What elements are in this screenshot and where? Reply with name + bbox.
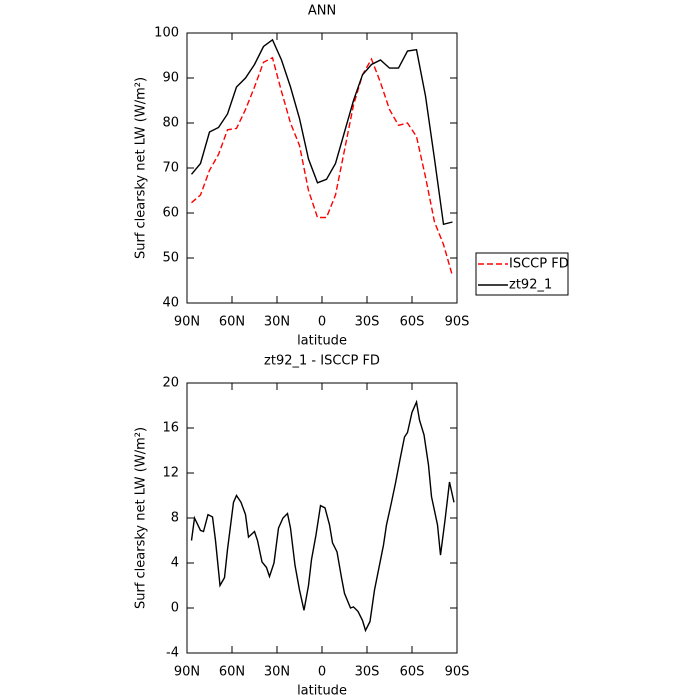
y-tick-label: 90 (162, 71, 179, 86)
chart-title: ANN (308, 4, 336, 19)
y-tick-label: 100 (154, 26, 179, 41)
x-tick-label: 60N (219, 315, 245, 330)
y-tick-label: 50 (162, 251, 179, 266)
x-tick-label: 30N (264, 315, 290, 330)
legend-label: zt92_1 (509, 278, 552, 293)
x-tick-label: 30S (355, 315, 380, 330)
x-tick-label: 30N (264, 665, 290, 680)
x-tick-label: 60S (400, 665, 425, 680)
legend-box (475, 252, 569, 296)
y-tick-label: 4 (171, 556, 179, 571)
y-tick-label: 60 (162, 206, 179, 221)
x-tick-label: 60S (400, 315, 425, 330)
y-tick-label: 16 (162, 421, 179, 436)
plot-frame (186, 32, 458, 304)
y-tick-label: 8 (171, 511, 179, 526)
x-tick-label: 0 (318, 315, 326, 330)
x-tick-label: 90S (445, 665, 470, 680)
data-line (190, 399, 455, 633)
legend-label: ISCCP FD (509, 257, 569, 272)
y-tick-label: 40 (162, 296, 179, 311)
y-tick-label: 12 (162, 466, 179, 481)
data-line (191, 56, 454, 277)
y-tick-label: 0 (171, 601, 179, 616)
x-tick-label: 90N (174, 315, 200, 330)
x-tick-label: 0 (318, 665, 326, 680)
x-tick-label: 30S (355, 665, 380, 680)
chart-title: zt92_1 - ISCCP FD (264, 354, 380, 369)
y-axis-label: Surf clearsky net LW (W/m²) (134, 427, 149, 609)
x-axis-label: latitude (297, 334, 347, 349)
y-tick-label: 20 (162, 376, 179, 391)
y-tick-label: -4 (166, 646, 179, 661)
y-tick-label: 70 (162, 161, 179, 176)
y-tick-label: 80 (162, 116, 179, 131)
x-tick-label: 90S (445, 315, 470, 330)
x-axis-label: latitude (297, 684, 347, 699)
data-line (190, 38, 453, 226)
plot-frame (186, 382, 458, 654)
y-axis-label: Surf clearsky net LW (W/m²) (134, 77, 149, 259)
x-tick-label: 90N (174, 665, 200, 680)
x-tick-label: 60N (219, 665, 245, 680)
